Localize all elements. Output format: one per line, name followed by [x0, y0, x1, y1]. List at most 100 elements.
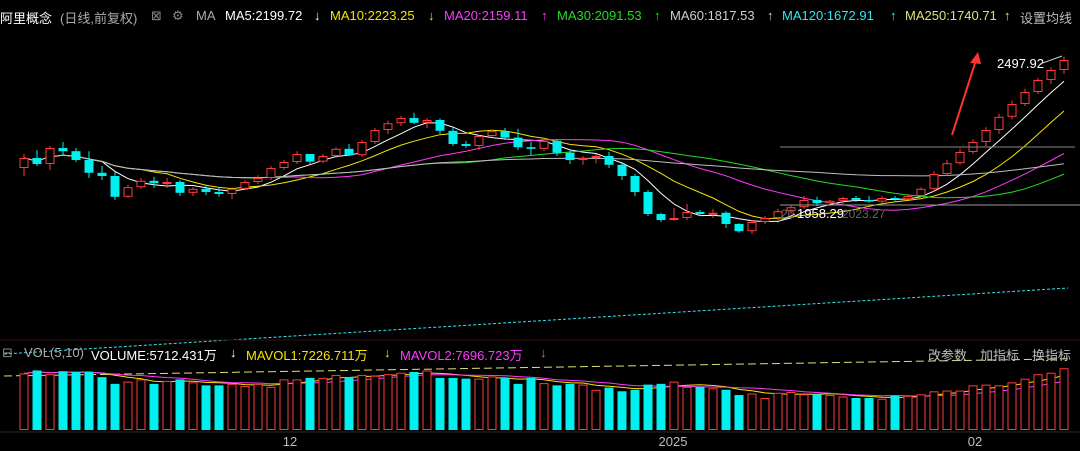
high-price-label: 2497.92 — [997, 56, 1044, 71]
candle-down — [604, 156, 614, 165]
candle-down — [565, 152, 575, 160]
candle-up — [487, 131, 497, 136]
mavol2-value: MAVOL2:7696.723万 — [400, 348, 523, 363]
candle-down — [32, 158, 42, 164]
volume-bar-down — [721, 389, 731, 430]
candle-up — [357, 142, 367, 156]
volume-bar-up — [396, 372, 406, 430]
volume-header: ⊟ VOL(5,10) VOLUME:5712.431万 ↓ MAVOL1:72… — [0, 342, 1080, 364]
volume-bar-up — [591, 389, 601, 431]
volume-bar-up — [1020, 378, 1030, 430]
x-tick-label: 12 — [283, 434, 297, 449]
candle-up — [266, 168, 276, 178]
volume-bar-up — [708, 388, 718, 431]
volume-bar-up — [266, 386, 276, 431]
volume-bar-up — [578, 384, 588, 430]
volume-bar-down — [435, 377, 445, 430]
faint-label: 2023.27 — [842, 207, 886, 221]
candle-down — [864, 200, 874, 202]
volume-bar-down — [461, 378, 471, 430]
volume-bar-down — [110, 383, 120, 430]
volume-bar-down — [656, 383, 666, 430]
candle-down — [97, 172, 107, 176]
volume-bar-down — [864, 398, 874, 430]
candle-up — [45, 148, 55, 164]
ma5-arrow: ↓ — [314, 8, 321, 23]
candle-up — [162, 182, 172, 184]
volume-bar-down — [32, 370, 42, 430]
candle-up — [1033, 80, 1043, 92]
ma30-label: MA30:2091.53 — [557, 8, 642, 23]
volume-bar-up — [188, 382, 198, 431]
candle-up — [981, 130, 991, 142]
volume-bar-up — [383, 374, 393, 430]
candle-down — [435, 120, 445, 131]
candle-down — [448, 130, 458, 144]
volume-bar-up — [994, 385, 1004, 431]
ma120-arrow: ↑ — [890, 8, 897, 23]
volume-bar-up — [357, 374, 367, 431]
switch-indicator-button[interactable]: 换指标 — [1032, 348, 1072, 363]
candle-down — [513, 137, 523, 148]
volume-bar-down — [851, 398, 861, 430]
ma120-label: MA120:1672.91 — [782, 8, 874, 23]
volume-bar-up — [877, 398, 887, 430]
index-name: 阿里概念 — [0, 11, 53, 26]
ma250-label: MA250:1740.71 — [905, 8, 997, 23]
settings-button[interactable]: 设置均线 — [1020, 11, 1073, 26]
candle-up — [825, 200, 835, 204]
volume-bar-down — [552, 385, 562, 430]
candlesticks — [19, 56, 1069, 234]
candle-down — [643, 192, 653, 214]
volume-bar-up — [253, 383, 263, 431]
candle-down — [630, 176, 640, 192]
candle-down — [617, 164, 627, 176]
volume-bar-down — [97, 377, 107, 430]
candle-up — [19, 158, 29, 168]
expand-icon[interactable]: ⊠ — [151, 8, 162, 23]
candle-up — [929, 174, 939, 189]
gear-icon[interactable]: ⚙ — [172, 8, 184, 23]
candle-up — [838, 198, 848, 201]
candle-up — [1059, 60, 1069, 70]
volume-bar-down — [305, 377, 315, 430]
volume-bar-down — [617, 391, 627, 430]
ma10-line — [23, 110, 1065, 220]
trend-arrow-head — [970, 52, 981, 64]
add-indicator-button[interactable]: 加指标 — [980, 348, 1020, 363]
volume-arrow: ↓ — [230, 345, 237, 360]
ma60-label: MA60:1817.53 — [670, 8, 755, 23]
volume-bar-up — [669, 381, 679, 430]
candle-up — [903, 196, 913, 200]
x-axis: 12 2025 02 — [0, 146, 1080, 449]
collapse-icon[interactable]: ⊟ — [2, 345, 13, 360]
volume-bar-down — [214, 385, 224, 430]
candle-up — [318, 156, 328, 162]
mavol1-arrow: ↓ — [384, 345, 391, 360]
candle-up — [227, 188, 237, 195]
volume-bar-up — [942, 390, 952, 430]
candle-up — [773, 211, 783, 218]
change-params-button[interactable]: 改参数 — [928, 348, 968, 363]
candle-up — [370, 130, 380, 142]
candle-up — [916, 188, 926, 197]
volume-bar-up — [838, 396, 848, 430]
candle-down — [71, 151, 81, 160]
candle-up — [474, 136, 484, 146]
candle-up — [279, 162, 289, 168]
ma60-line — [23, 154, 1065, 179]
candle-down — [500, 131, 510, 138]
volume-bars — [19, 368, 1069, 431]
ma-label: MA — [196, 8, 216, 23]
candle-up — [747, 222, 757, 232]
ma20-label: MA20:2159.11 — [444, 8, 528, 23]
candle-down — [84, 160, 94, 173]
candle-down — [344, 148, 354, 156]
volume-bar-up — [1007, 382, 1017, 431]
moving-average-lines — [3, 80, 1069, 377]
candle-down — [214, 192, 224, 194]
candle-up — [799, 200, 809, 208]
candle-down — [695, 212, 705, 214]
candle-up — [136, 180, 146, 188]
volume-bar-up — [331, 374, 341, 431]
